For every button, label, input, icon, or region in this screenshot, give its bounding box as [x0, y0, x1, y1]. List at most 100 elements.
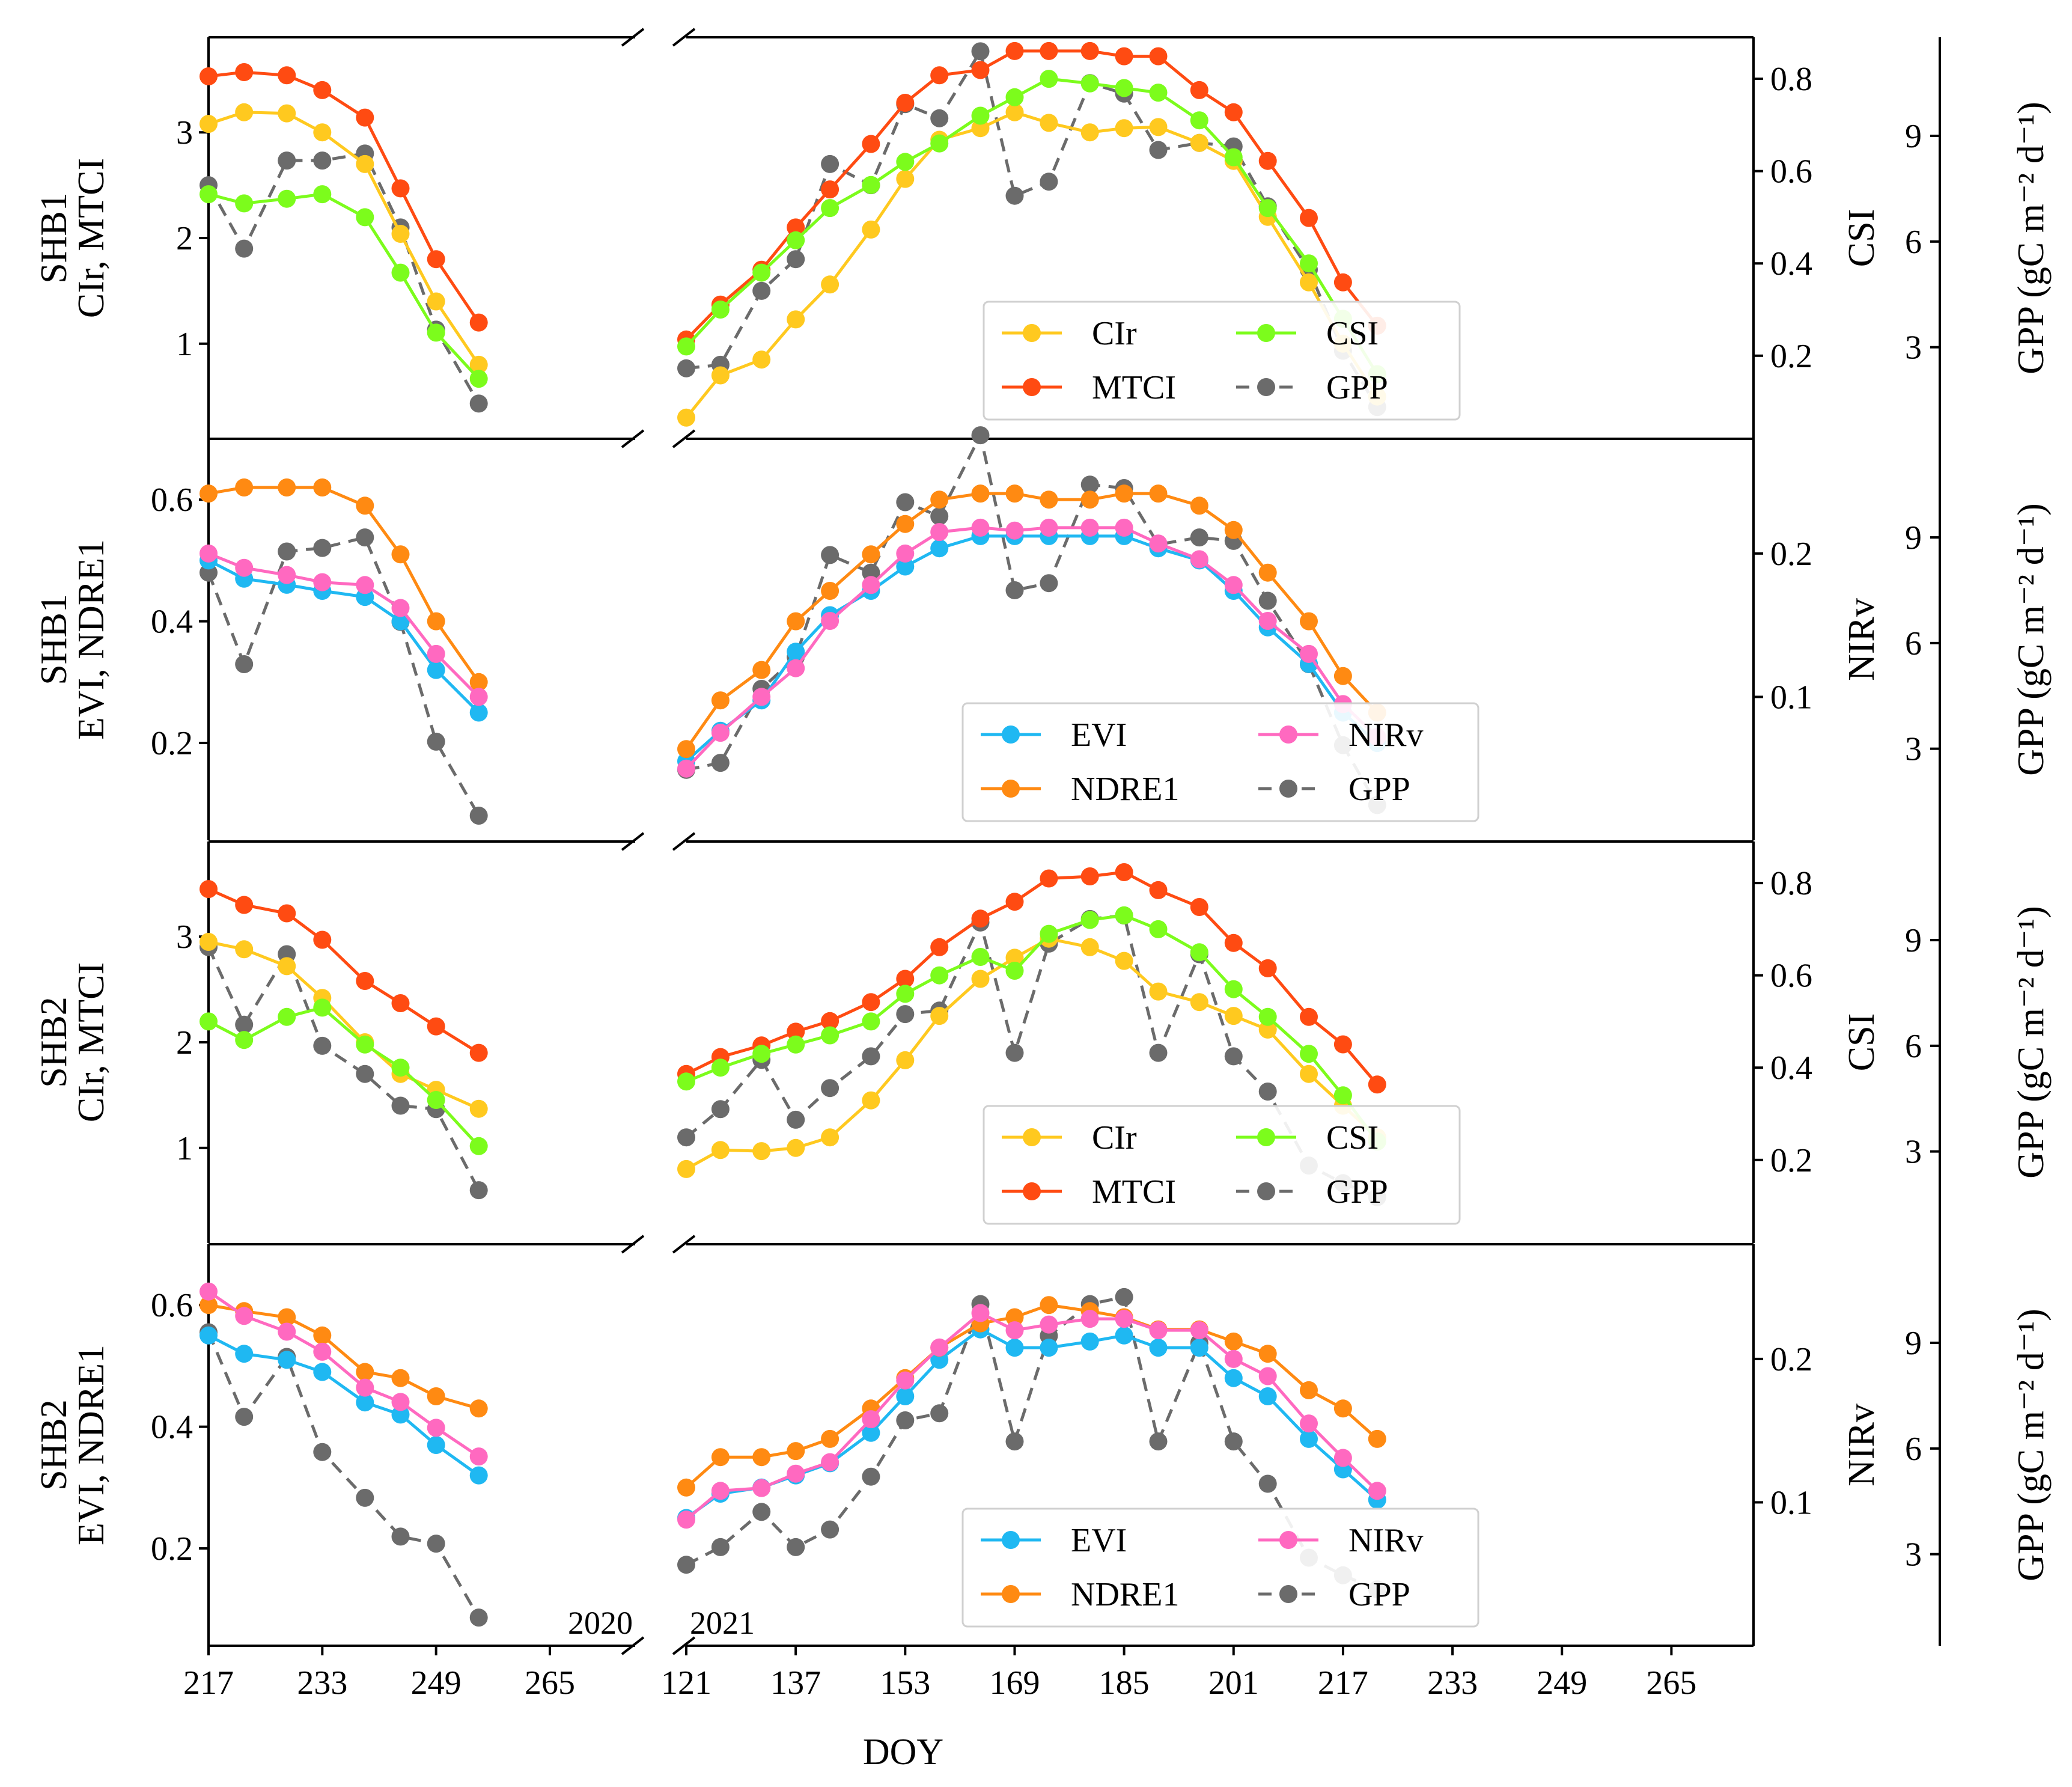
x-tick-label: 185	[1099, 1664, 1150, 1702]
x-tick-label: 249	[1537, 1664, 1587, 1702]
data-point-gpp	[356, 1065, 374, 1083]
data-point-csi	[896, 985, 915, 1003]
data-point-evi	[1080, 1332, 1099, 1351]
data-point-ndre1	[235, 478, 254, 496]
data-point-csi	[1190, 943, 1208, 962]
data-point-mtci	[787, 218, 805, 237]
data-point-ndre1	[1300, 612, 1318, 631]
left-axis-title-line-1: SHB2	[34, 997, 75, 1088]
data-point-nirv	[1005, 1321, 1024, 1340]
right-tick-label: 0.4	[1770, 1049, 1812, 1087]
legend-label-csi: CSI	[1326, 1119, 1379, 1156]
data-point-nirv	[1300, 1414, 1318, 1433]
data-point-ndre1	[787, 1442, 805, 1461]
data-point-gpp	[469, 394, 488, 413]
data-point-nirv	[1115, 1310, 1133, 1328]
data-point-csi	[787, 1035, 805, 1054]
data-point-cir	[1005, 103, 1024, 121]
data-point-cir	[313, 123, 332, 142]
data-point-gpp	[1149, 141, 1168, 159]
data-point-evi	[469, 703, 488, 722]
data-point-gpp	[356, 1488, 374, 1507]
data-point-evi	[278, 1351, 296, 1369]
data-point-evi	[427, 661, 445, 679]
data-point-gpp	[821, 1520, 839, 1539]
data-point-gpp	[313, 1036, 332, 1055]
data-point-csi	[200, 185, 218, 204]
series-nirv	[200, 1282, 1386, 1529]
data-point-csi	[1040, 924, 1058, 943]
series-line-gpp-2020	[207, 946, 480, 1191]
data-point-cir	[356, 154, 374, 173]
right-axis-title: NIRv	[1841, 598, 1882, 681]
left-tick-label: 0.4	[151, 1409, 193, 1446]
gpp-tick-label: 9	[1905, 1325, 1922, 1362]
legend: CIr MTCI CSI GPP	[983, 301, 1461, 421]
data-point-csi	[1005, 962, 1024, 980]
data-point-ndre1	[1258, 1345, 1277, 1363]
data-point-nirv	[313, 573, 332, 591]
legend-swatch-marker	[1279, 780, 1297, 798]
data-point-csi	[278, 189, 296, 208]
data-point-evi	[862, 1423, 880, 1442]
x-tick-label: 201	[1208, 1664, 1259, 1702]
left-axis-title-line-2: EVI, NDRE1	[71, 1345, 112, 1545]
data-point-csi	[235, 194, 254, 213]
gpp-tick-label: 3	[1905, 731, 1922, 768]
data-point-ndre1	[278, 1308, 296, 1327]
data-point-gpp	[711, 1100, 730, 1119]
x-tick-label: 137	[770, 1664, 821, 1702]
data-point-ndre1	[711, 1448, 730, 1467]
right-tick-label: 0.6	[1770, 958, 1812, 995]
data-point-cir	[469, 1099, 488, 1118]
gpp-axis-title: GPP (gC m⁻² d⁻¹)	[2011, 503, 2052, 775]
data-point-csi	[1258, 199, 1277, 218]
data-point-mtci	[1040, 869, 1058, 888]
legend-swatch-marker	[1257, 378, 1275, 396]
data-point-csi	[1115, 79, 1133, 97]
legend-label-cir: CIr	[1092, 315, 1137, 352]
left-tick-label: 0.2	[151, 725, 193, 762]
data-point-mtci	[1300, 209, 1318, 227]
data-point-ndre1	[1333, 667, 1352, 685]
data-point-ndre1	[1258, 563, 1277, 582]
data-point-cir	[469, 355, 488, 374]
legend-swatch-marker	[1002, 1531, 1020, 1549]
data-point-csi	[427, 323, 445, 342]
x-tick-label: 121	[661, 1664, 711, 1702]
data-point-cir	[711, 366, 730, 385]
left-axis-title: SHB2CIr, MTCI	[34, 962, 112, 1122]
data-point-gpp	[1005, 186, 1024, 205]
x-tick-label: 265	[1646, 1664, 1696, 1702]
data-point-csi	[862, 176, 880, 194]
data-point-evi	[1115, 1326, 1133, 1345]
data-point-cir	[711, 1141, 730, 1159]
data-point-evi	[1149, 1339, 1168, 1357]
data-point-ndre1	[356, 496, 374, 515]
data-point-gpp	[427, 732, 445, 751]
data-point-csi	[862, 1012, 880, 1031]
data-point-gpp	[821, 154, 839, 173]
data-point-nirv	[862, 576, 880, 594]
data-point-csi	[787, 231, 805, 249]
right-tick-label: 0.6	[1770, 153, 1812, 191]
data-point-csi	[1149, 920, 1168, 938]
panel-1: 1 2 3 0.2 0.4 0.6 0.8 SHB1CIr, MTCI CSI CIr MTCI CS…	[34, 28, 1882, 439]
data-point-mtci	[821, 1012, 839, 1030]
panel-4: 0.2 0.4 0.6 0.1 0.2 SHB2EVI, NDRE1 NIRv EVI NDRE…	[34, 1235, 1882, 1646]
data-point-cir	[752, 350, 771, 369]
data-point-evi	[235, 1345, 254, 1363]
legend-label-mtci: MTCI	[1092, 369, 1176, 406]
data-point-nirv	[821, 612, 839, 630]
data-point-gpp	[1258, 1083, 1277, 1101]
data-point-nirv	[1149, 1321, 1168, 1340]
legend-label-evi: EVI	[1071, 1522, 1127, 1559]
panel-3: 1 2 3 0.2 0.4 0.6 0.8 SHB2CIr, MTCI CSI CIr MTCI CS…	[34, 832, 1882, 1243]
data-point-evi	[200, 1326, 218, 1345]
data-point-nirv	[235, 558, 254, 577]
left-tick-label: 3	[176, 918, 193, 956]
data-point-mtci	[1224, 103, 1243, 121]
data-point-gpp	[930, 109, 949, 127]
data-point-gpp	[1115, 1288, 1133, 1306]
data-point-csi	[677, 337, 695, 356]
